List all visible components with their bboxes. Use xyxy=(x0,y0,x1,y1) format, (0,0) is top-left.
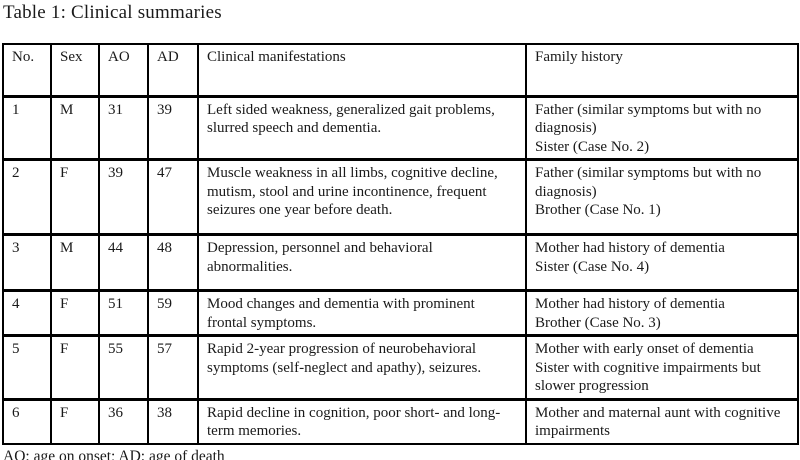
column-header-family-history: Family history xyxy=(525,44,799,96)
column-header-clinical-manifestations: Clinical manifestations xyxy=(197,44,527,96)
table-row: 5 F 55 57 Rapid 2-year progression of neurob… xyxy=(2,335,799,399)
cell-family-history: Mother and maternal aunt with cognitive … xyxy=(525,399,799,444)
family-history-line: Mother and maternal aunt with cognitive … xyxy=(535,404,781,440)
family-history-line: Sister with cognitive impairments but sl… xyxy=(535,359,761,395)
cell-clinical: Muscle weakness in all limbs, cognitive … xyxy=(197,159,527,235)
column-header-sex: Sex xyxy=(50,44,100,96)
cell-no: 4 xyxy=(2,290,52,336)
family-history-line: Mother with early onset of dementia xyxy=(535,341,754,357)
cell-sex: F xyxy=(50,290,100,336)
cell-ad: 48 xyxy=(147,234,199,291)
family-history-line: Sister (Case No. 2) xyxy=(535,138,650,155)
cell-ad: 39 xyxy=(147,96,199,160)
table-row: 3 M 44 48 Depression, personnel and behavior… xyxy=(2,234,799,291)
cell-no: 3 xyxy=(2,234,52,291)
column-header-no: No. xyxy=(2,44,52,96)
clinical-summaries-table: No. Sex AO AD Clinical manifestations Family … xyxy=(2,43,799,445)
page-title: Table 1: Clinical summaries xyxy=(3,2,222,23)
cell-clinical: Depression, personnel and behavioral abn… xyxy=(197,234,527,291)
cell-ao: 31 xyxy=(98,96,149,160)
family-history-line: Mother had history of dementia xyxy=(535,296,725,312)
cell-family-history: Father (similar symptoms but with no dia… xyxy=(525,159,799,235)
cell-clinical: Rapid 2-year progression of neurobehavio… xyxy=(197,335,527,399)
table-row: 1 M 31 39 Left sided weakness, generalized g… xyxy=(2,96,799,160)
cell-ao: 36 xyxy=(98,399,149,444)
table-footnote: AO: age on onset; AD: age of death xyxy=(3,447,225,460)
cell-ad: 57 xyxy=(147,335,199,399)
cell-family-history: Mother had history of dementia Sister (Ca… xyxy=(525,234,799,291)
cell-sex: M xyxy=(50,96,100,160)
header-row: No. Sex AO AD Clinical manifestations Family … xyxy=(2,44,799,96)
cell-clinical: Mood changes and dementia with prominent… xyxy=(197,290,527,336)
table-row: 2 F 39 47 Muscle weakness in all limbs, cogn… xyxy=(2,159,799,235)
family-history-line: Sister (Case No. 4) xyxy=(535,258,650,275)
cell-ad: 38 xyxy=(147,399,199,444)
cell-no: 2 xyxy=(2,159,52,235)
table-row: 6 F 36 38 Rapid decline in cognition, poor s… xyxy=(2,399,799,444)
column-header-ao: AO xyxy=(98,44,149,96)
cell-sex: F xyxy=(50,159,100,235)
cell-sex: F xyxy=(50,399,100,444)
cell-clinical: Left sided weakness, generalized gait pr… xyxy=(197,96,527,160)
column-header-ad: AD xyxy=(147,44,199,96)
cell-no: 5 xyxy=(2,335,52,399)
cell-family-history: Father (similar symptoms but with no dia… xyxy=(525,96,799,160)
cell-clinical: Rapid decline in cognition, poor short- … xyxy=(197,399,527,444)
cell-ao: 51 xyxy=(98,290,149,336)
cell-ao: 44 xyxy=(98,234,149,291)
cell-ad: 47 xyxy=(147,159,199,235)
family-history-line: Mother had history of dementia xyxy=(535,240,725,256)
cell-ao: 55 xyxy=(98,335,149,399)
cell-sex: F xyxy=(50,335,100,399)
cell-no: 6 xyxy=(2,399,52,444)
table-row: 4 F 51 59 Mood changes and dementia with pro… xyxy=(2,290,799,336)
family-history-line: Brother (Case No. 3) xyxy=(535,314,661,331)
cell-family-history: Mother had history of dementia Brother (C… xyxy=(525,290,799,336)
cell-ao: 39 xyxy=(98,159,149,235)
cell-ad: 59 xyxy=(147,290,199,336)
family-history-line: Father (similar symptoms but with no dia… xyxy=(535,101,762,137)
family-history-line: Brother (Case No. 1) xyxy=(535,202,661,218)
cell-no: 1 xyxy=(2,96,52,160)
cell-sex: M xyxy=(50,234,100,291)
family-history-line: Father (similar symptoms but with no dia… xyxy=(535,165,762,200)
cell-family-history: Mother with early onset of dementia Siste… xyxy=(525,335,799,399)
